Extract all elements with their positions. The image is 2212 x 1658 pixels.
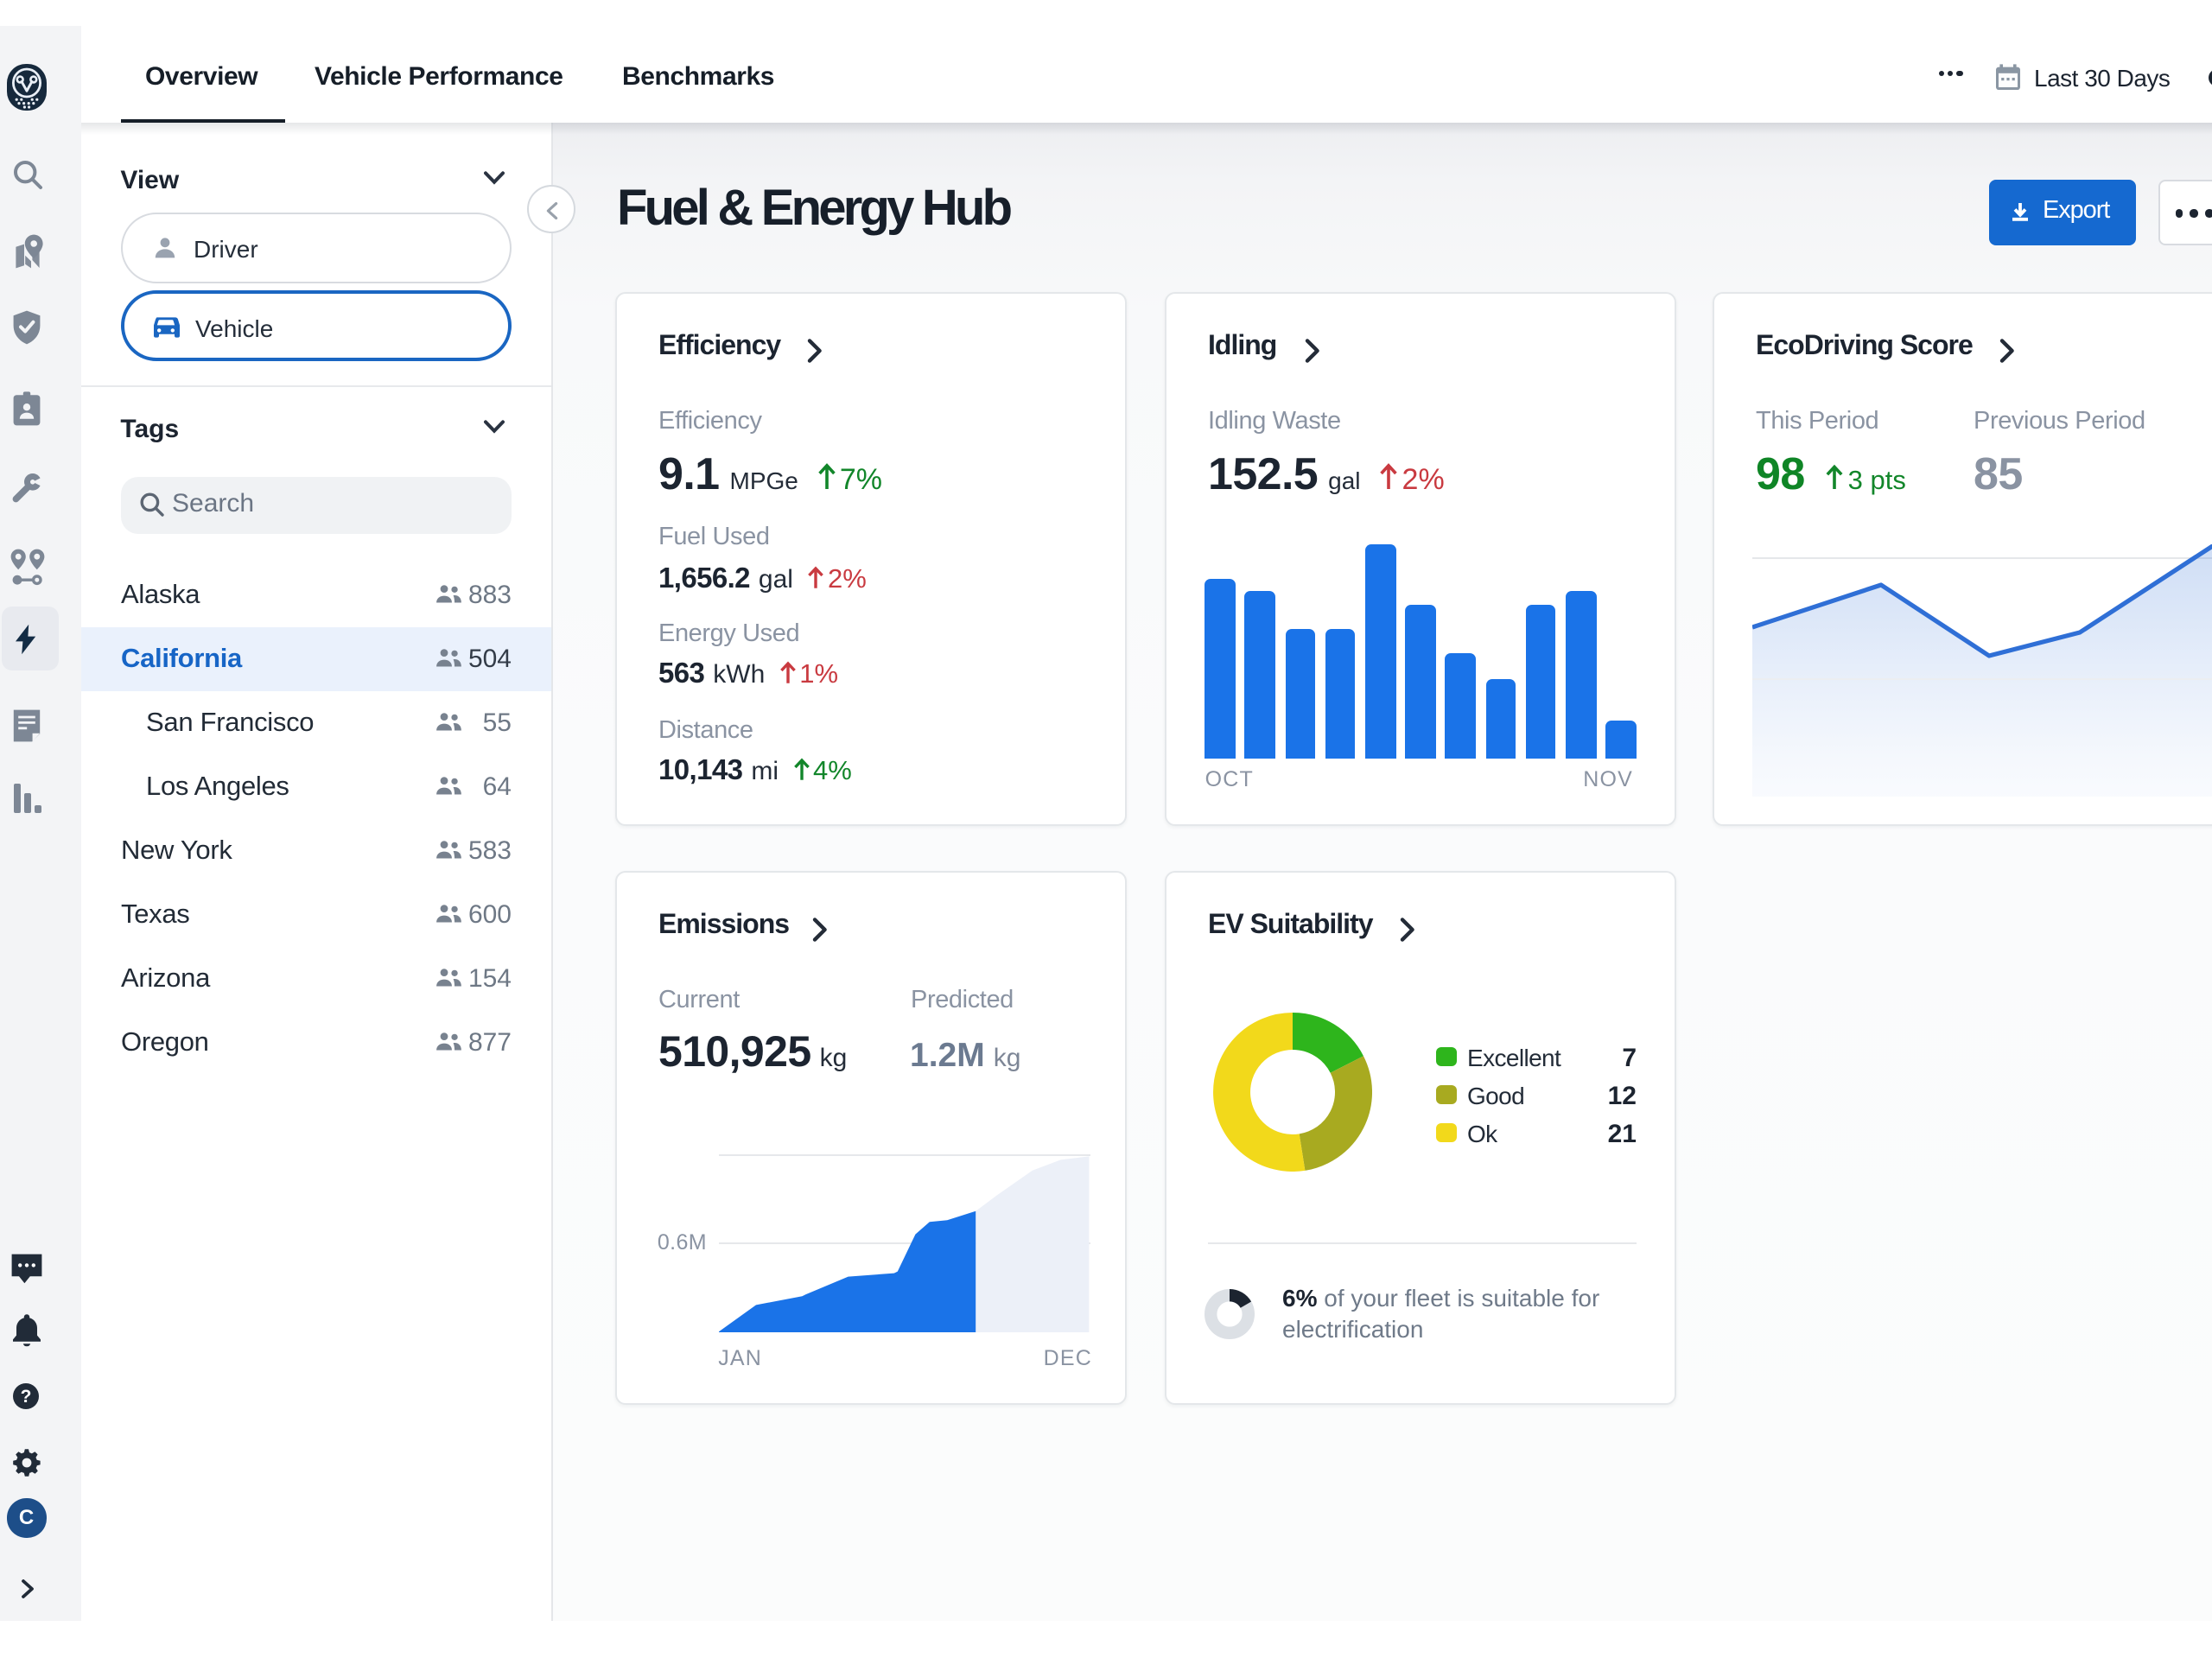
- svg-text:?: ?: [21, 1386, 32, 1406]
